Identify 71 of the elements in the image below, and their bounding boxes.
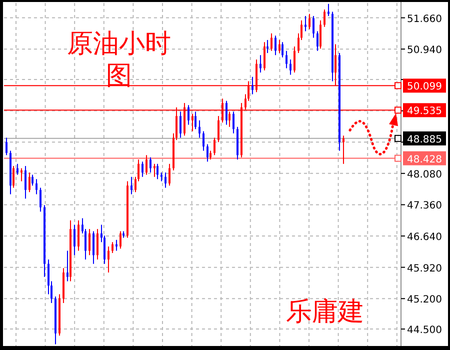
candlestick [16, 163, 18, 176]
candlestick [282, 42, 284, 58]
ref-line-label: 49.535 [407, 106, 442, 118]
candlestick [188, 104, 190, 126]
candlestick [270, 32, 272, 52]
candlestick [74, 224, 76, 256]
candlestick [66, 250, 68, 282]
y-tick-label: 48.080 [407, 169, 442, 180]
candlestick [88, 228, 90, 256]
ref-line-label: 50.099 [407, 82, 442, 93]
candlestick [120, 230, 122, 250]
candlestick [342, 135, 344, 164]
candlestick [286, 50, 288, 69]
y-tick-label: 45.200 [407, 294, 442, 306]
candlestick [264, 42, 266, 71]
ref-line-label: 48.428 [407, 154, 442, 166]
candlestick [36, 178, 38, 195]
candlestick [112, 242, 114, 254]
candlestick [168, 163, 170, 186]
candlestick [260, 54, 262, 74]
y-tick-label: 44.500 [407, 325, 442, 336]
y-tick-label: 51.660 [407, 14, 442, 25]
y-tick-label: 50.940 [407, 45, 442, 56]
candlestick [278, 39, 280, 54]
candlestick [116, 239, 118, 252]
candlestick [142, 161, 144, 178]
candlestick [226, 100, 228, 126]
candlestick [96, 228, 98, 260]
candlestick [218, 116, 220, 143]
candlestick [324, 9, 326, 28]
y-tick-label: 47.360 [407, 200, 442, 212]
candlestick [266, 39, 268, 54]
candlestick [304, 16, 306, 32]
candlestick [150, 156, 152, 174]
candlestick [206, 144, 208, 162]
candlestick [12, 166, 14, 188]
candlestick [198, 120, 200, 138]
candlestick [180, 111, 182, 138]
candlestick [308, 13, 310, 30]
candlestick [92, 230, 94, 264]
candlestick [20, 168, 22, 182]
candlestick [252, 76, 254, 95]
candlestick [130, 176, 132, 195]
y-tick-label: 46.640 [407, 232, 442, 244]
candlestick [294, 46, 296, 74]
y-tick-label: 45.920 [407, 263, 442, 274]
candlestick [320, 20, 322, 50]
candlestick [146, 154, 148, 176]
candlestick [290, 59, 292, 76]
candlestick [312, 16, 314, 38]
candlestick [316, 30, 318, 52]
candlestick [328, 3, 330, 17]
candlestick [40, 187, 42, 212]
candlestick [164, 172, 166, 188]
candlestick [108, 246, 110, 274]
candlestick [192, 113, 194, 132]
candlestick [78, 220, 80, 252]
candlestick [232, 111, 234, 134]
candlestick [28, 172, 30, 193]
candlestick [274, 35, 276, 56]
candlestick [202, 130, 204, 152]
candlestick [154, 163, 156, 178]
candlestick [24, 166, 26, 200]
ref-line-label: 48.885 [407, 134, 442, 146]
candlestick [156, 163, 158, 180]
candlestick [32, 174, 34, 186]
annotation: 乐庸建 [285, 296, 365, 328]
candlestick [214, 137, 216, 156]
candlestick [6, 137, 8, 156]
candlestick [194, 111, 196, 130]
text: 原油小时图 [66, 28, 172, 92]
